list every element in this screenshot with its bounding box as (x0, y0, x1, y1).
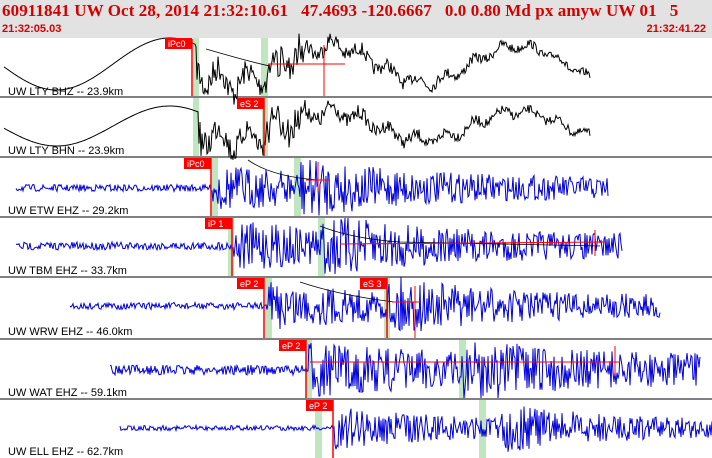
station-label: UW ELL EHZ -- 62.7km (8, 446, 123, 458)
trace-panel-lty-bhn: eS 2 UW LTY BHN -- 23.9km (0, 98, 712, 160)
trace-panel-ell-ehz: eP 2 UW ELL EHZ -- 62.7km (8, 400, 712, 458)
waveform[interactable] (15, 159, 609, 216)
trace-panel-etw-ehz: iPc0 UW ETW EHZ -- 29.2km (0, 158, 712, 218)
p-pick-flag[interactable] (205, 218, 232, 229)
p-pick-label: eP 2 (282, 341, 300, 351)
p-pick-label: iPc0 (187, 159, 205, 169)
p-pick-label: iP 1 (208, 219, 223, 229)
coda-curve (247, 159, 319, 181)
s-pick-flag[interactable] (237, 98, 264, 109)
p-window (193, 38, 199, 96)
p-pick-flag[interactable] (306, 400, 333, 411)
s-window (294, 158, 301, 216)
station-label: UW LTY BHN -- 23.9km (8, 145, 124, 157)
trace-panel-tbm-ehz: iP 1 UW TBM EHZ -- 33.7km (0, 217, 712, 278)
waveform[interactable] (119, 406, 712, 452)
p-window (193, 98, 199, 156)
p-window (212, 158, 218, 216)
s-window (318, 218, 325, 276)
trace-panel-wrw-ehz: eP 2 eS 3 UW WRW EHZ -- 46.0km (0, 277, 712, 340)
trace-panel-wat-ehz: eP 2 UW WAT EHZ -- 59.1km (0, 340, 712, 400)
s-pick-flag[interactable] (360, 278, 387, 289)
s-window (262, 98, 268, 156)
event-title: 60911841 UW Oct 28, 2014 21:32:10.61 47.… (2, 1, 679, 20)
p-pick-label: eP 2 (240, 279, 258, 289)
waveform[interactable] (3, 33, 591, 105)
p-pick-label: eP 2 (309, 401, 327, 411)
s-pick-label: eS 3 (363, 279, 382, 289)
time-start: 21:32:05.03 (2, 23, 62, 35)
station-label: UW TBM EHZ -- 33.7km (8, 265, 127, 277)
p-pick-flag[interactable] (184, 158, 211, 169)
event-header: 60911841 UW Oct 28, 2014 21:32:10.61 47.… (0, 0, 712, 38)
waveform[interactable] (69, 277, 661, 332)
time-end: 21:32:41.22 (646, 23, 706, 35)
p-pick-label: iPc0 (168, 39, 186, 49)
p-pick-flag[interactable] (165, 38, 192, 49)
coda-curve (299, 281, 396, 303)
station-label: UW ETW EHZ -- 29.2km (8, 205, 128, 217)
p-window (306, 340, 312, 398)
coda-curve (205, 48, 271, 67)
station-label: UW WRW EHZ -- 46.0km (8, 326, 132, 338)
station-label: UW LTY BHZ -- 23.9km (8, 86, 123, 98)
coda-line (339, 241, 606, 245)
trace-panel-lty-bhz: iPc0 UW LTY BHZ -- 23.9km (0, 33, 712, 105)
p-window (315, 400, 322, 458)
station-label: UW WAT EHZ -- 59.1km (8, 387, 127, 399)
p-pick-flag[interactable] (279, 340, 306, 351)
s-pick-label: eS 2 (240, 99, 259, 109)
waveform[interactable] (109, 342, 701, 399)
coda-curve (319, 225, 601, 247)
waveform[interactable] (3, 99, 591, 160)
waveform[interactable] (15, 217, 623, 275)
p-pick-flag[interactable] (237, 278, 264, 289)
p-window (265, 278, 272, 338)
s-window (261, 38, 268, 96)
